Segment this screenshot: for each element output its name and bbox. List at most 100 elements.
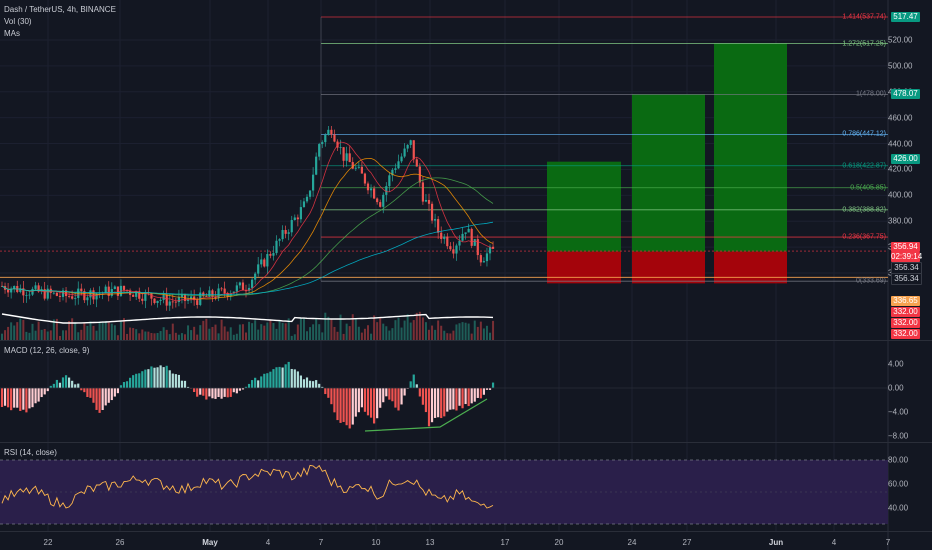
rsi-axis-label[interactable]: 60.00 [888,479,909,489]
time-axis-label[interactable]: 4 [265,538,271,547]
time-axis-label[interactable]: 24 [627,538,637,547]
price-axis-label[interactable]: 500.00 [888,61,913,71]
time-axis-label[interactable]: Jun [768,538,784,547]
time-axis-label[interactable]: 22 [43,538,53,547]
volume-bar [296,324,299,340]
macd-histogram-bar [491,382,495,388]
rsi-axis-label[interactable]: 80.00 [888,455,909,465]
time-axis-label[interactable]: 17 [500,538,510,547]
time-axis-label[interactable]: 4 [831,538,837,547]
time-axis-label[interactable]: 10 [371,538,381,547]
time-axis-label[interactable]: 13 [425,538,435,547]
candle-body [89,290,92,298]
macd-axis-label[interactable]: 0.00 [888,383,904,393]
volume-bar [293,334,296,340]
volume-legend[interactable]: Vol (30) [4,17,32,26]
macd-histogram-bar [373,388,376,424]
macd-histogram-bar [25,388,28,413]
volume-bar [141,329,144,340]
volume-bar [394,320,397,340]
volume-bar [302,318,305,340]
volume-bar [168,334,171,340]
candle-body [214,296,217,299]
volume-bar [238,324,241,340]
volume-bar [391,328,394,340]
symbol-legend[interactable]: Dash / TetherUS, 4h, BINANCE [4,5,116,14]
time-axis-label[interactable]: 7 [318,538,324,547]
candle-body [263,259,266,267]
volume-bar [220,319,223,340]
candle-body [71,296,74,299]
time-axis-label[interactable]: 7 [885,538,891,547]
macd-histogram-bar [485,388,489,390]
macd-histogram-bar [3,388,7,406]
pane-separator-rsi[interactable] [0,442,932,443]
volume-bar [159,331,162,340]
candle-body [464,232,467,234]
time-axis-label[interactable]: 20 [554,538,564,547]
candle-body [190,296,193,300]
macd-axis-label[interactable]: 4.00 [888,359,904,369]
macd-histogram-bar [138,373,141,388]
candle-body [330,129,333,135]
candle-body [144,292,147,301]
candle-body [452,249,455,254]
time-axis-label[interactable]: 27 [682,538,692,547]
macd-histogram-bar [122,382,126,388]
volume-bar [193,326,196,340]
volume-bar [272,323,275,340]
volume-bar [309,327,312,340]
fib-label: 1(478.00) [856,90,886,98]
macd-histogram-bar [330,388,333,405]
volume-bar [397,317,400,340]
volume-bar [4,330,7,340]
volume-bar [254,320,257,340]
macd-histogram-bar [98,388,101,413]
volume-bar [65,330,68,340]
candle-body [321,142,324,145]
macd-axis-label[interactable]: −4.00 [888,407,909,417]
macd-histogram-bar [74,384,77,388]
price-axis-label[interactable]: 420.00 [888,164,913,174]
rsi-pane[interactable] [0,459,888,525]
macd-histogram-bar [119,385,123,388]
macd-histogram-bar [135,373,138,388]
stop-zone-3 [714,251,787,284]
volume-bar [132,328,135,340]
ma-legend[interactable]: MAs [4,29,20,38]
candle-body [473,239,476,246]
volume-bar [144,331,147,340]
time-axis-label[interactable]: 26 [115,538,125,547]
macd-histogram-bar [183,380,187,388]
price-axis-label[interactable]: 400.00 [888,190,913,200]
macd-histogram-bar [379,388,382,408]
moving-average-line [1,221,494,296]
candle-body [19,288,22,292]
pane-separator-macd[interactable] [0,340,932,341]
macd-histogram-bar [345,388,348,426]
macd-axis-label[interactable]: −8.00 [888,431,909,441]
time-axis-label[interactable]: May [202,538,218,547]
candle-body [74,297,77,299]
candle-body [345,153,348,161]
macd-histogram-bar [95,388,98,410]
price-axis-label[interactable]: 520.00 [888,35,913,45]
macd-histogram-bar [360,388,363,408]
macd-histogram-bar [238,388,241,391]
price-axis-label[interactable]: 380.00 [888,216,913,226]
candle-body [412,140,415,160]
candle-body [418,166,421,183]
macd-histogram-bar [470,388,473,404]
rsi-legend[interactable]: RSI (14, close) [4,448,57,457]
price-tag: 332.00 [891,318,920,328]
candle-body [302,201,306,208]
macd-histogram-bar [357,388,360,413]
macd-legend[interactable]: MACD (12, 26, close, 9) [4,346,90,355]
volume-bar [208,328,211,340]
rsi-axis-label[interactable]: 40.00 [888,503,909,513]
macd-pane[interactable] [0,361,888,432]
macd-histogram-bar [89,388,92,398]
price-axis-label[interactable]: 460.00 [888,113,913,123]
price-axis-label[interactable]: 440.00 [888,139,913,149]
